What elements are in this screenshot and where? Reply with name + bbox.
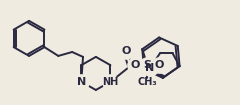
Text: N: N — [77, 77, 86, 87]
Text: NH: NH — [102, 77, 119, 87]
Text: N: N — [145, 63, 155, 73]
Text: S: S — [143, 60, 151, 70]
Text: O: O — [121, 46, 131, 56]
Text: O: O — [131, 60, 140, 70]
Text: O: O — [154, 60, 164, 70]
Text: CH₃: CH₃ — [137, 77, 157, 87]
